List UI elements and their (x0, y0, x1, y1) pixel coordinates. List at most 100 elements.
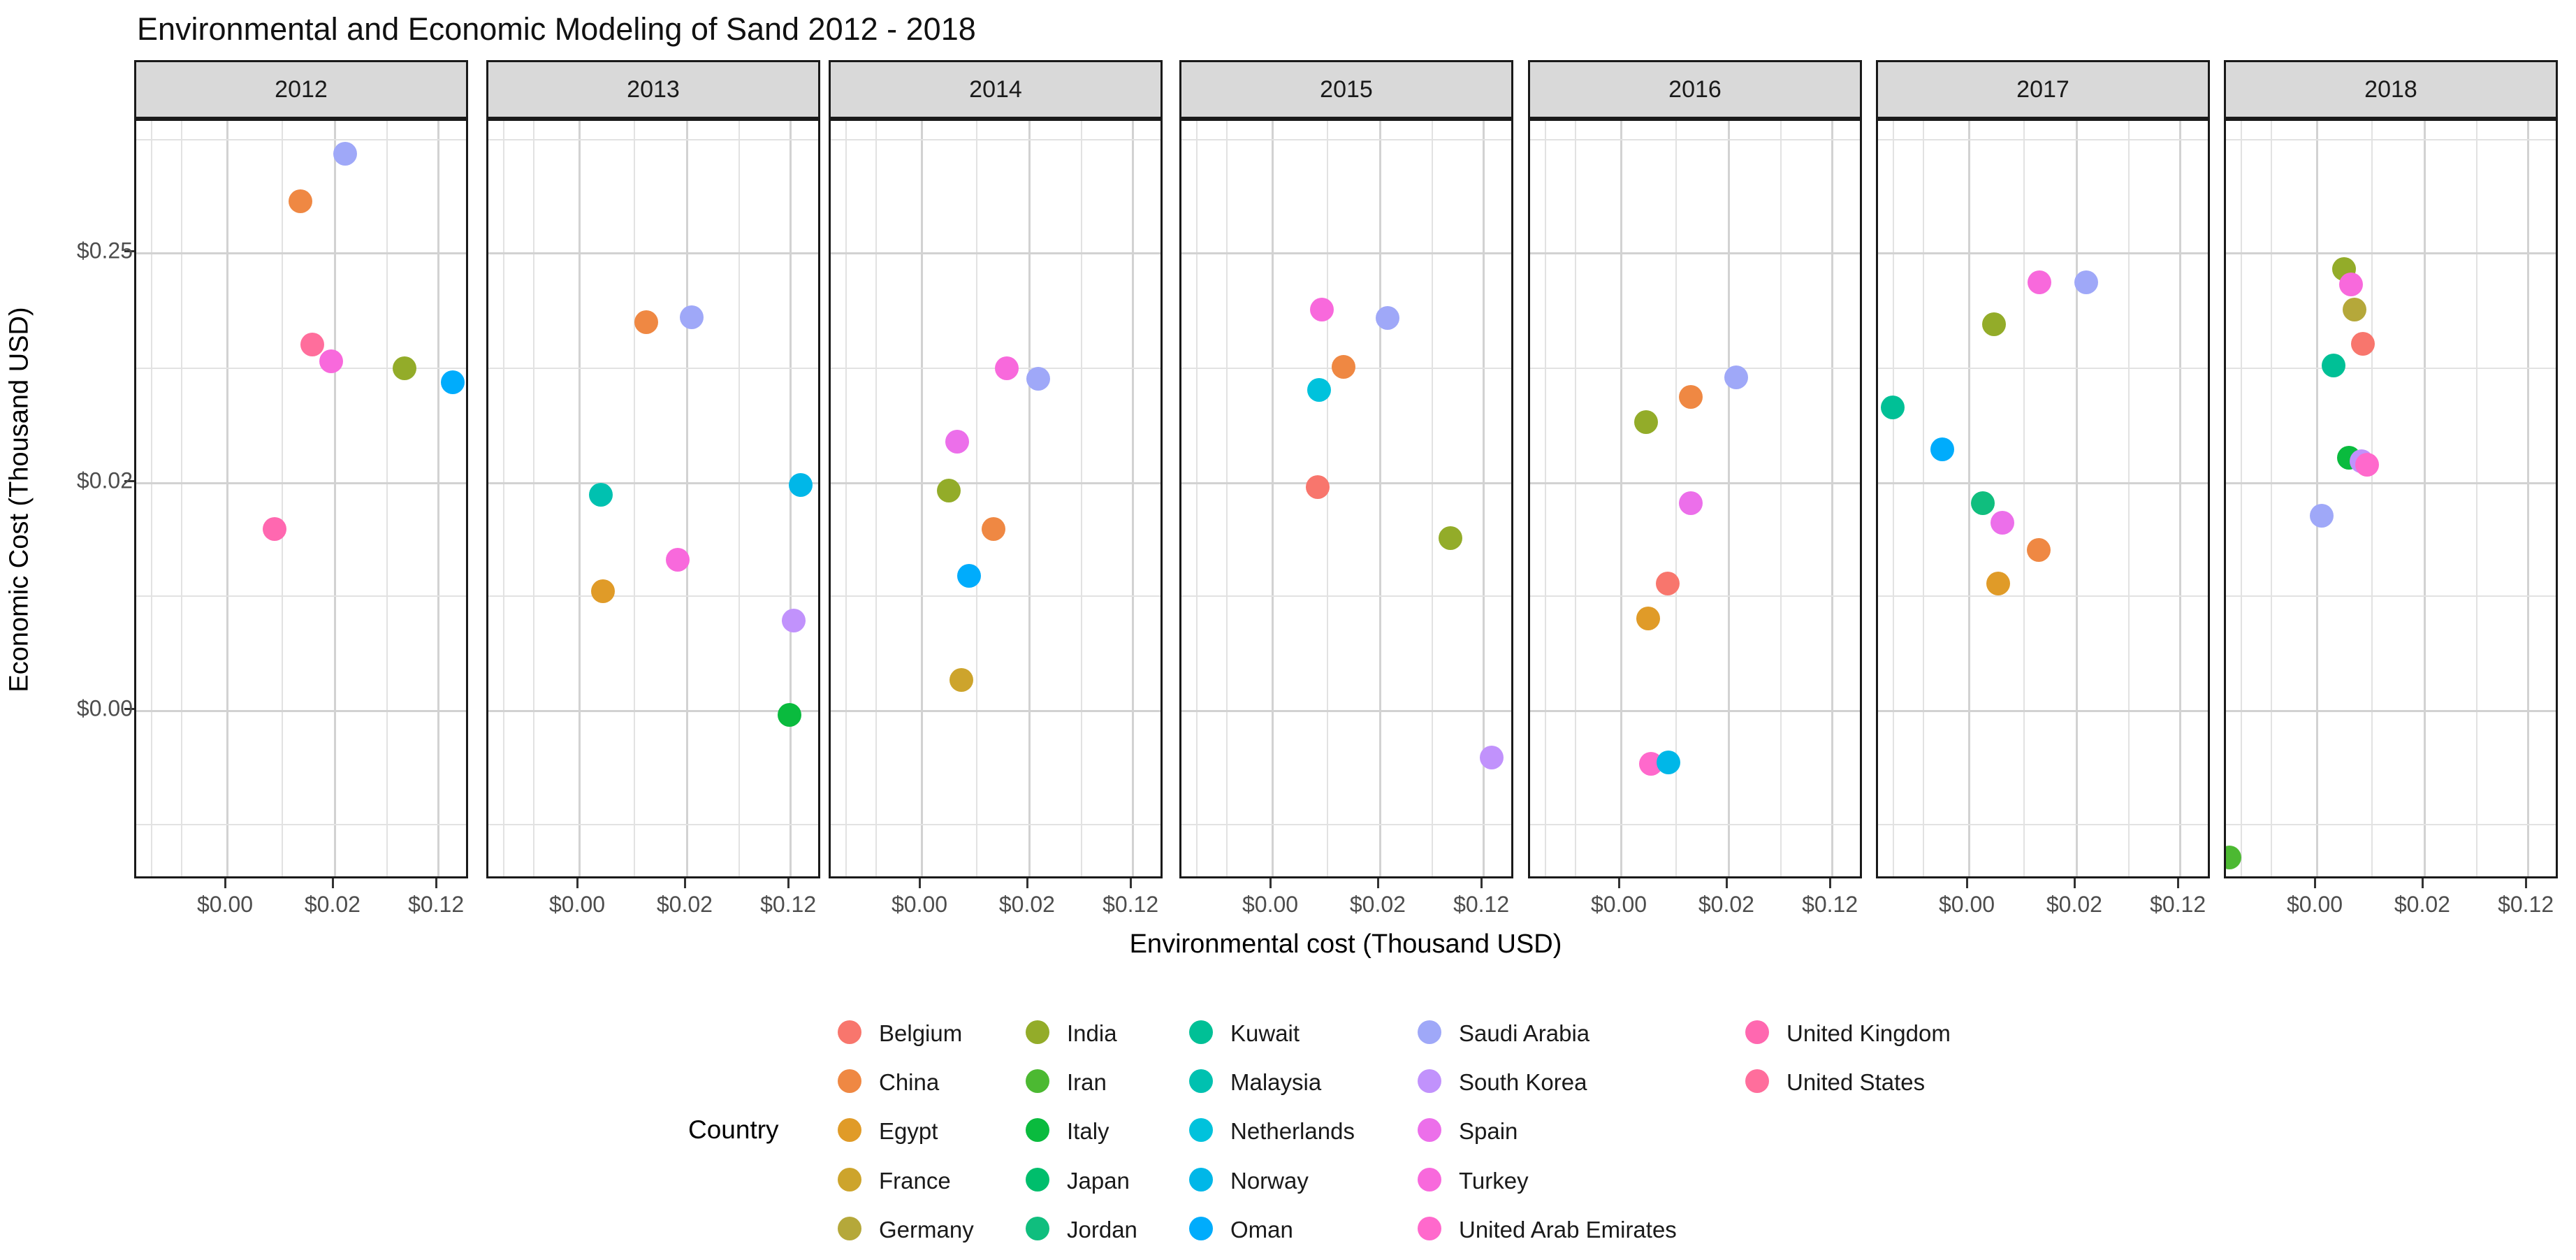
x-tick-mark (435, 878, 438, 888)
point-china (2026, 537, 2051, 562)
gridline-major-h (1530, 252, 1860, 254)
x-tick-label: $0.02 (1349, 892, 1406, 917)
gridline-minor-v (1574, 121, 1576, 876)
gridline-major-v (226, 121, 229, 876)
gridline-minor-h (1530, 595, 1860, 597)
legend-label-iran: Iran (1067, 1069, 1107, 1095)
point-turkey (2027, 270, 2051, 294)
chart-title: Environmental and Economic Modeling of S… (137, 11, 976, 47)
gridline-major-h (2226, 252, 2556, 254)
point-india (1438, 526, 1462, 551)
gridline-major-h (2226, 710, 2556, 713)
point-egypt (590, 579, 615, 604)
x-tick-mark (919, 878, 922, 888)
x-tick-mark (224, 878, 227, 888)
x-tick-mark (1618, 878, 1621, 888)
point-south-korea (781, 609, 806, 633)
legend-label-spain: Spain (1459, 1118, 1518, 1144)
gridline-minor-v (180, 121, 182, 876)
gridline-major-v (2075, 121, 2078, 876)
facet-header-2016: 2016 (1528, 60, 1862, 119)
x-tick-mark (576, 878, 579, 888)
gridline-major-h (488, 482, 818, 485)
legend-label-egypt: Egypt (879, 1118, 938, 1144)
x-tick-label: $0.00 (1590, 892, 1647, 917)
point-south-korea (1480, 745, 1504, 769)
gridline-minor-v (386, 121, 388, 876)
point-oman (441, 370, 465, 394)
legend-key-kuwait (1189, 1020, 1213, 1044)
y-tick-mark (124, 249, 134, 252)
gridline-major-v (1483, 121, 1485, 876)
point-china (634, 310, 659, 335)
gridline-minor-h (136, 139, 466, 141)
gridline-minor-h (488, 139, 818, 141)
gridline-minor-v (2475, 121, 2477, 876)
gridline-major-h (488, 252, 818, 254)
gridline-major-v (1028, 121, 1031, 876)
gridline-minor-h (2226, 595, 2556, 597)
gridline-major-h (1530, 482, 1860, 485)
gridline-major-v (1272, 121, 1274, 876)
x-tick-label: $0.12 (1453, 892, 1510, 917)
y-tick-label: $0.25 (76, 238, 133, 263)
gridline-minor-v (150, 121, 152, 876)
y-tick-label: $0.00 (76, 695, 133, 721)
gridline-minor-v (1675, 121, 1677, 876)
point-norway (788, 473, 813, 498)
point-saudi-arabia (2310, 503, 2334, 528)
point-oman (956, 564, 981, 588)
gridline-major-h (1878, 710, 2208, 713)
point-china (981, 517, 1005, 542)
point-egypt (1636, 607, 1661, 631)
point-belgium (2350, 331, 2375, 356)
gridline-minor-v (1195, 121, 1198, 876)
legend-key-spain (1418, 1118, 1441, 1142)
legend-label-india: India (1067, 1020, 1117, 1046)
legend-label-united-kingdom: United Kingdom (1787, 1020, 1951, 1046)
gridline-major-h (136, 482, 466, 485)
legend-label-kuwait: Kuwait (1230, 1020, 1300, 1046)
legend-label-netherlands: Netherlands (1230, 1118, 1355, 1144)
gridline-major-h (831, 710, 1160, 713)
point-netherlands (1307, 377, 1331, 402)
gridline-minor-v (875, 121, 877, 876)
gridline-minor-v (1544, 121, 1546, 876)
legend-label-germany: Germany (879, 1217, 974, 1243)
point-saudi-arabia (333, 141, 357, 166)
point-spain (945, 429, 970, 454)
point-saudi-arabia (1375, 305, 1399, 330)
point-kuwait (1881, 395, 1905, 419)
gridline-minor-v (1225, 121, 1228, 876)
gridline-major-h (136, 710, 466, 713)
legend-key-italy (1026, 1118, 1049, 1142)
x-tick-mark (2314, 878, 2317, 888)
facet-panel-2012 (134, 119, 468, 878)
gridline-minor-h (1181, 139, 1511, 141)
point-turkey (2338, 273, 2363, 297)
legend-label-belgium: Belgium (879, 1020, 963, 1046)
legend-key-jordan (1026, 1217, 1049, 1240)
gridline-minor-h (1530, 824, 1860, 826)
gridline-minor-v (2240, 121, 2242, 876)
legend-key-egypt (838, 1118, 861, 1142)
gridline-minor-h (488, 368, 818, 370)
gridline-minor-v (738, 121, 740, 876)
gridline-minor-v (845, 121, 847, 876)
point-malaysia (589, 483, 613, 507)
gridline-major-h (1878, 252, 2208, 254)
legend-key-malaysia (1189, 1069, 1213, 1093)
legend-title: Country (688, 1115, 779, 1144)
gridline-major-v (333, 121, 336, 876)
point-turkey (319, 349, 344, 373)
point-turkey (1309, 297, 1334, 321)
point-italy (778, 702, 802, 727)
point-norway (1656, 751, 1680, 775)
legend-label-italy: Italy (1067, 1118, 1109, 1144)
point-egypt (1986, 572, 2011, 596)
gridline-major-v (1831, 121, 1834, 876)
facet-header-2014: 2014 (829, 60, 1163, 119)
legend-key-china (838, 1069, 861, 1093)
gridline-minor-v (1892, 121, 1894, 876)
gridline-major-h (1181, 710, 1511, 713)
